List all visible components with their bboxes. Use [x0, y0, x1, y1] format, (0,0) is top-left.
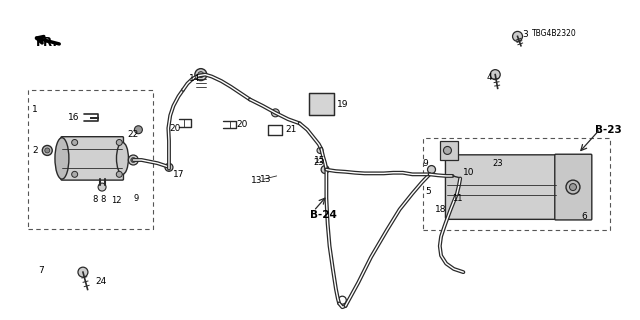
Text: 2: 2 [32, 146, 38, 155]
Text: 21: 21 [285, 125, 296, 134]
Text: B-24: B-24 [310, 210, 337, 220]
Text: 8: 8 [100, 195, 106, 204]
Circle shape [513, 31, 522, 41]
Text: 20: 20 [236, 120, 247, 130]
Bar [308, 93, 334, 116]
Text: 23: 23 [492, 159, 502, 168]
Text: 9: 9 [422, 159, 428, 168]
Text: 8: 8 [93, 195, 98, 204]
Circle shape [128, 155, 138, 165]
Circle shape [570, 184, 577, 191]
Circle shape [271, 109, 280, 117]
Circle shape [78, 267, 88, 277]
Text: 7: 7 [38, 266, 44, 276]
Circle shape [321, 165, 329, 173]
Bar [440, 141, 458, 160]
Circle shape [165, 163, 173, 171]
Text: FR.: FR. [36, 36, 58, 49]
Text: 1: 1 [32, 105, 38, 114]
Text: 9: 9 [133, 194, 138, 203]
Text: 4: 4 [487, 73, 493, 82]
Circle shape [42, 146, 52, 156]
Circle shape [444, 147, 451, 155]
Text: 3: 3 [523, 30, 529, 39]
Circle shape [45, 148, 50, 153]
Text: 6: 6 [581, 212, 587, 221]
Text: 24: 24 [96, 277, 107, 286]
Circle shape [72, 171, 77, 177]
Text: 18: 18 [435, 205, 446, 214]
Text: 15: 15 [314, 156, 325, 164]
Text: 22: 22 [127, 130, 139, 139]
Circle shape [428, 165, 435, 173]
Circle shape [116, 140, 122, 146]
Circle shape [456, 174, 464, 182]
Text: 12: 12 [111, 196, 122, 205]
Text: 19: 19 [337, 100, 349, 109]
Bar [28, 90, 153, 228]
Text: B-23: B-23 [595, 125, 622, 135]
Circle shape [72, 140, 77, 146]
Text: 23: 23 [314, 158, 324, 167]
Text: 13: 13 [251, 176, 262, 185]
Circle shape [566, 180, 580, 194]
Text: 16: 16 [68, 113, 80, 122]
Text: 11: 11 [452, 194, 463, 203]
Text: 20: 20 [170, 124, 181, 133]
Text: 5: 5 [425, 188, 431, 196]
Circle shape [317, 148, 323, 153]
Circle shape [490, 70, 500, 80]
Circle shape [131, 157, 136, 163]
Circle shape [98, 183, 106, 191]
Bar [423, 138, 610, 230]
Ellipse shape [116, 142, 129, 174]
FancyBboxPatch shape [555, 154, 592, 220]
Circle shape [134, 126, 142, 134]
Text: 13: 13 [259, 175, 271, 184]
Text: 17: 17 [173, 170, 185, 179]
Text: 10: 10 [463, 168, 475, 177]
Circle shape [116, 171, 122, 177]
Text: TBG4B2320: TBG4B2320 [532, 29, 576, 38]
Circle shape [485, 166, 492, 173]
Circle shape [339, 296, 346, 304]
Circle shape [195, 68, 207, 81]
Circle shape [198, 72, 204, 77]
FancyBboxPatch shape [445, 155, 558, 219]
FancyBboxPatch shape [61, 137, 124, 180]
Text: 14: 14 [189, 74, 201, 83]
Ellipse shape [55, 138, 69, 179]
